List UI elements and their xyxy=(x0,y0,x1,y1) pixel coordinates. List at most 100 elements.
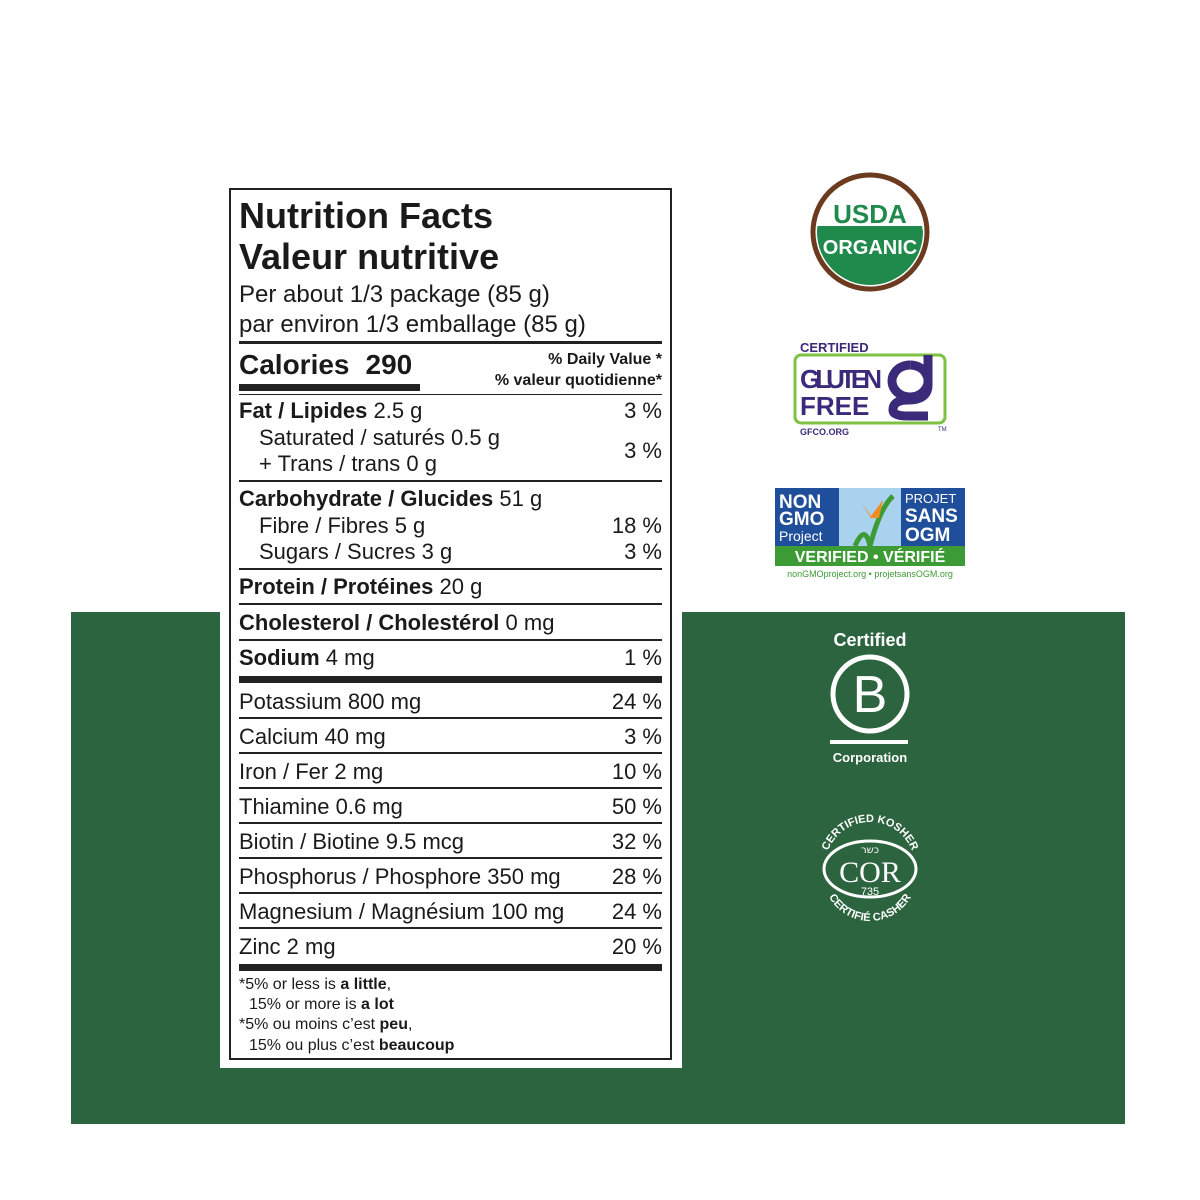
usda-organic-logo: USDA ORGANIC xyxy=(810,172,930,292)
text: 2.5 g xyxy=(373,398,423,423)
text: GFCO.ORG xyxy=(800,427,849,437)
text: Sodium xyxy=(239,645,320,670)
divider xyxy=(239,752,662,754)
magnesium-dv: 24 % xyxy=(611,899,662,924)
divider xyxy=(239,717,662,719)
calcium-dv: 3 % xyxy=(624,724,662,749)
text: COR xyxy=(839,856,901,889)
divider xyxy=(239,822,662,824)
divider xyxy=(239,341,662,344)
row-protein: Protein / Protéines 20 g xyxy=(239,574,482,600)
text: SANS xyxy=(905,506,958,527)
text: Cholesterol / Cholestérol xyxy=(239,610,500,635)
dv-header-en: % Daily Value * xyxy=(548,351,662,368)
serving-fr: par environ 1/3 emballage (85 g) xyxy=(239,311,586,338)
row-potassium: Potassium 800 mg xyxy=(239,689,422,714)
text: a lot xyxy=(361,996,394,1013)
title-en: Nutrition Facts xyxy=(239,195,494,236)
divider-thick xyxy=(239,964,662,971)
text: B xyxy=(853,666,888,724)
calories: Calories 290 xyxy=(239,348,412,382)
text: Fibre / Fibres 5 g xyxy=(259,513,426,538)
divider xyxy=(239,892,662,894)
text: , xyxy=(386,976,392,993)
text: ORGANIC xyxy=(823,237,917,259)
divider xyxy=(239,857,662,859)
non-gmo-project-logo: NON GMO Project PROJET SANS OGM VERIFIED… xyxy=(775,488,965,579)
row-carbohydrate: Carbohydrate / Glucides 51 g xyxy=(239,486,542,512)
text: a little xyxy=(340,976,387,993)
text: GLUTEN xyxy=(800,364,882,394)
text: TM xyxy=(938,427,947,433)
text: CERTIFIED xyxy=(800,340,869,355)
text: peu xyxy=(379,1016,408,1033)
text: USDA xyxy=(833,199,907,229)
row-fat: Fat / Lipides 2.5 g xyxy=(239,398,422,424)
text: NON xyxy=(779,492,821,513)
b-corporation-logo: Certified B Corporation xyxy=(830,630,910,765)
divider xyxy=(239,480,662,482)
text: VERIFIED • VÉRIFIÉ xyxy=(795,547,946,566)
text: OGM xyxy=(905,525,950,546)
nutrition-facts-label: Nutrition Facts Valeur nutritive Per abo… xyxy=(229,188,672,1060)
divider xyxy=(239,603,662,605)
cor-kosher-logo: CERTIFIED KOSHER CERTIFIÉ CASHER כשר COR… xyxy=(820,813,921,922)
text: 4 mg xyxy=(325,645,375,670)
text: Corporation xyxy=(833,750,907,765)
row-sodium: Sodium 4 mg xyxy=(239,645,375,671)
footnote: *5% ou moins c’est peu, xyxy=(239,1015,412,1035)
row-calcium: Calcium 40 mg xyxy=(239,724,386,749)
divider xyxy=(239,568,662,570)
row-thiamine: Thiamine 0.6 mg xyxy=(239,794,403,819)
text: , xyxy=(407,1016,413,1033)
row-trans: + Trans / trans 0 g xyxy=(259,451,437,477)
text: 20 g xyxy=(439,574,483,599)
row-saturated: Saturated / saturés 0.5 g xyxy=(259,425,500,451)
text: Project xyxy=(779,528,823,544)
potassium-dv: 24 % xyxy=(611,689,662,714)
text: FREE xyxy=(800,391,869,421)
text: 51 g xyxy=(499,486,543,511)
sodium-dv: 1 % xyxy=(624,645,662,670)
sugars-dv: 3 % xyxy=(624,539,662,564)
footnote: 15% ou plus c’est beaucoup xyxy=(249,1036,454,1056)
text: 15% ou plus c’est xyxy=(249,1037,379,1054)
calories-bar xyxy=(239,384,420,391)
serving-en: Per about 1/3 package (85 g) xyxy=(239,281,550,308)
text: Sugars / Sucres 3 g xyxy=(259,539,453,564)
fat-dv: 3 % xyxy=(624,398,662,423)
sat-trans-dv: 3 % xyxy=(624,438,662,463)
row-zinc: Zinc 2 mg xyxy=(239,934,336,959)
row-iron: Iron / Fer 2 mg xyxy=(239,759,384,784)
thiamine-dv: 50 % xyxy=(611,794,662,819)
text: beaucoup xyxy=(378,1037,455,1054)
calories-value: 290 xyxy=(365,349,413,380)
iron-dv: 10 % xyxy=(611,759,662,784)
biotin-dv: 32 % xyxy=(611,829,662,854)
row-phosphorus: Phosphorus / Phosphore 350 mg xyxy=(239,864,561,889)
text: *5% or less is xyxy=(239,976,341,993)
text: Protein / Protéines xyxy=(239,574,434,599)
row-magnesium: Magnesium / Magnésium 100 mg xyxy=(239,899,565,924)
text: כשר xyxy=(861,845,879,856)
calories-label: Calories xyxy=(239,349,350,380)
divider xyxy=(239,394,662,395)
text: 0 mg xyxy=(505,610,555,635)
text: PROJET xyxy=(905,491,956,506)
divider-thick xyxy=(239,676,662,683)
zinc-dv: 20 % xyxy=(611,934,662,959)
text: Saturated / saturés 0.5 g xyxy=(259,425,500,450)
text: 15% or more is xyxy=(249,996,362,1013)
phosphorus-dv: 28 % xyxy=(611,864,662,889)
row-fibre: Fibre / Fibres 5 g xyxy=(259,513,425,539)
text: Certified xyxy=(833,630,906,650)
row-cholesterol: Cholesterol / Cholestérol 0 mg xyxy=(239,610,554,636)
footnote: 15% or more is a lot xyxy=(249,995,394,1015)
text: nonGMOproject.org • projetsansOGM.org xyxy=(787,569,953,579)
text: Fat / Lipides xyxy=(239,398,368,423)
footnote: *5% or less is a little, xyxy=(239,975,391,995)
fibre-dv: 18 % xyxy=(611,513,662,538)
row-biotin: Biotin / Biotine 9.5 mcg xyxy=(239,829,465,854)
row-sugars: Sugars / Sucres 3 g xyxy=(259,539,452,565)
divider xyxy=(239,787,662,789)
